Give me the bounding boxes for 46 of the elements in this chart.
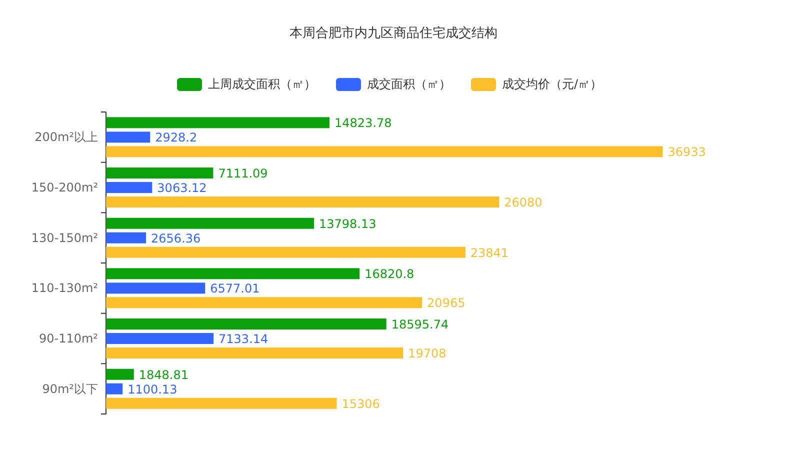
y-tick-label: 90-110m² bbox=[38, 332, 98, 346]
bar bbox=[106, 398, 337, 409]
data-label: 2928.2 bbox=[155, 130, 198, 145]
data-label: 3063.12 bbox=[157, 181, 207, 195]
bar bbox=[106, 246, 466, 258]
y-tick-label: 110-130m² bbox=[31, 281, 98, 296]
chart-title: 本周合肥市内九区商品住宅成交结构 bbox=[290, 25, 498, 41]
bar bbox=[106, 333, 214, 344]
bar bbox=[106, 282, 206, 294]
bar bbox=[106, 318, 386, 330]
data-label: 26080 bbox=[504, 196, 542, 210]
y-tick-label: 200m²以上 bbox=[34, 130, 98, 144]
bar bbox=[106, 132, 150, 143]
data-label: 36933 bbox=[668, 145, 706, 160]
data-label: 23841 bbox=[470, 246, 509, 260]
data-label: 14823.78 bbox=[334, 116, 392, 130]
bar bbox=[106, 297, 422, 308]
bar bbox=[106, 168, 214, 178]
legend-label: 成交均价（元/㎡） bbox=[502, 77, 602, 91]
bar bbox=[106, 146, 663, 158]
data-label: 18595.74 bbox=[391, 318, 449, 332]
data-label: 15306 bbox=[342, 396, 380, 411]
data-label: 19708 bbox=[408, 346, 446, 360]
bar bbox=[106, 182, 152, 193]
data-label: 20965 bbox=[427, 296, 466, 310]
legend-label: 成交面积（㎡） bbox=[367, 77, 451, 91]
bar bbox=[106, 348, 404, 358]
y-tick-label: 130-150m² bbox=[31, 230, 98, 245]
y-tick-label: 90m²以下 bbox=[42, 382, 98, 396]
data-label: 7111.09 bbox=[218, 166, 268, 180]
legend-label: 上周成交面积（㎡） bbox=[208, 77, 316, 91]
data-label: 2656.36 bbox=[151, 231, 201, 246]
data-label: 16820.8 bbox=[364, 267, 414, 282]
bar bbox=[106, 232, 146, 244]
data-label: 13798.13 bbox=[319, 216, 376, 231]
bar bbox=[106, 117, 330, 128]
bar bbox=[106, 268, 360, 280]
bar bbox=[106, 368, 134, 380]
data-label: 1848.81 bbox=[138, 368, 188, 382]
bar bbox=[106, 196, 500, 208]
data-label: 6577.01 bbox=[210, 282, 260, 296]
y-tick-label: 150-200m² bbox=[31, 180, 98, 194]
data-label: 7133.14 bbox=[218, 332, 268, 346]
bar bbox=[106, 383, 123, 394]
data-label: 1100.13 bbox=[128, 382, 178, 396]
bar bbox=[106, 218, 314, 229]
